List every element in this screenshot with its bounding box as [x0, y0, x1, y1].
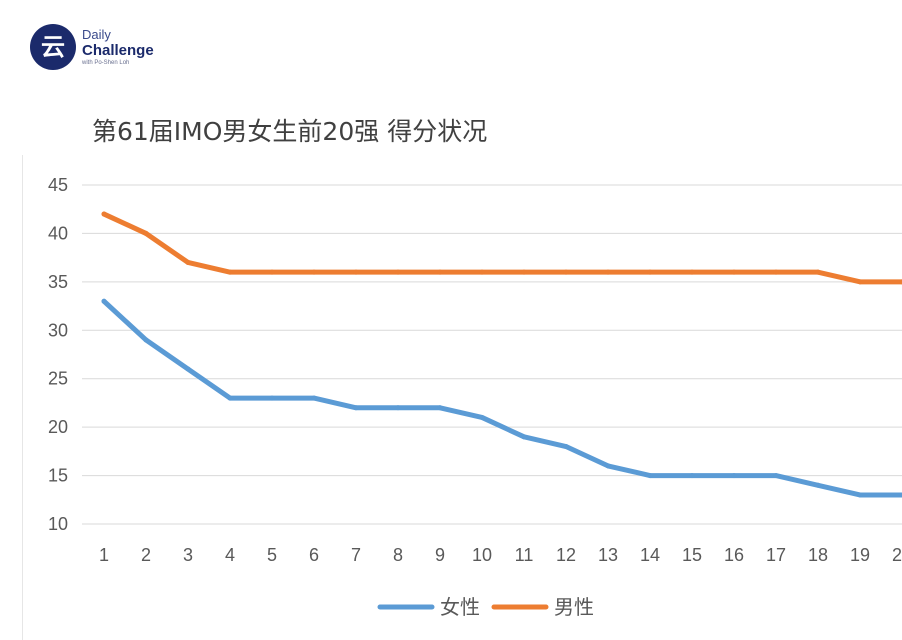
data-point: [353, 269, 359, 275]
data-point: [437, 269, 443, 275]
data-point: [605, 269, 611, 275]
y-tick-label: 30: [48, 320, 68, 340]
data-point: [227, 395, 233, 401]
data-point: [899, 492, 902, 498]
data-point: [857, 279, 863, 285]
y-tick-label: 35: [48, 272, 68, 292]
x-tick-label: 16: [724, 545, 744, 565]
x-tick-label: 4: [225, 545, 235, 565]
y-tick-label: 10: [48, 514, 68, 534]
legend-label: 女性: [440, 595, 480, 619]
data-point: [773, 473, 779, 479]
data-point: [647, 473, 653, 479]
legend-label: 男性: [554, 595, 594, 619]
data-point: [815, 269, 821, 275]
data-point: [773, 269, 779, 275]
data-point: [815, 482, 821, 488]
x-tick-label: 7: [351, 545, 361, 565]
data-point: [185, 259, 191, 265]
data-point: [395, 405, 401, 411]
data-point: [899, 279, 902, 285]
data-point: [269, 269, 275, 275]
series-line-1: [101, 211, 902, 285]
y-tick-label: 20: [48, 417, 68, 437]
x-tick-label: 17: [766, 545, 786, 565]
data-point: [731, 269, 737, 275]
data-point: [353, 405, 359, 411]
x-tick-label: 6: [309, 545, 319, 565]
x-tick-label: 2: [141, 545, 151, 565]
x-tick-label: 1: [99, 545, 109, 565]
y-tick-label: 15: [48, 466, 68, 486]
data-point: [479, 414, 485, 420]
data-point: [857, 492, 863, 498]
y-tick-label: 25: [48, 369, 68, 389]
x-tick-label: 3: [183, 545, 193, 565]
data-point: [437, 405, 443, 411]
data-point: [269, 395, 275, 401]
data-point: [311, 395, 317, 401]
x-tick-label: 10: [472, 545, 492, 565]
data-point: [101, 298, 107, 304]
logo-text: Daily Challenge with Po-Shen Loh: [82, 26, 154, 67]
x-tick-label: 5: [267, 545, 277, 565]
data-point: [143, 337, 149, 343]
y-tick-label: 45: [48, 175, 68, 195]
chart-panel: [22, 155, 902, 640]
x-tick-label: 12: [556, 545, 576, 565]
data-point: [185, 366, 191, 372]
data-point: [101, 211, 107, 217]
data-point: [605, 463, 611, 469]
x-tick-label: 18: [808, 545, 828, 565]
data-point: [227, 269, 233, 275]
logo: 云 Daily Challenge with Po-Shen Loh: [30, 24, 154, 70]
x-tick-label: 13: [598, 545, 618, 565]
x-tick-label: 19: [850, 545, 870, 565]
data-point: [311, 269, 317, 275]
logo-daily: Daily: [82, 26, 111, 42]
data-point: [689, 269, 695, 275]
logo-byline: with Po-Shen Loh: [82, 59, 130, 66]
x-tick-label: 14: [640, 545, 660, 565]
logo-challenge: Challenge: [82, 41, 154, 59]
chart-title: 第61届IMO男女生前20强 得分状况: [92, 117, 488, 146]
data-point: [143, 230, 149, 236]
x-tick-label: 9: [435, 545, 445, 565]
x-tick-label: 8: [393, 545, 403, 565]
data-point: [563, 269, 569, 275]
data-point: [521, 269, 527, 275]
data-point: [731, 473, 737, 479]
data-point: [689, 473, 695, 479]
logo-mark-icon: 云: [30, 24, 76, 70]
data-point: [647, 269, 653, 275]
y-tick-label: 40: [48, 223, 68, 243]
x-tick-label: 20: [892, 545, 902, 565]
x-tick-label: 15: [682, 545, 702, 565]
data-point: [521, 434, 527, 440]
series-line-0: [101, 298, 902, 498]
data-point: [563, 444, 569, 450]
data-point: [479, 269, 485, 275]
data-point: [395, 269, 401, 275]
x-tick-label: 11: [515, 545, 534, 565]
